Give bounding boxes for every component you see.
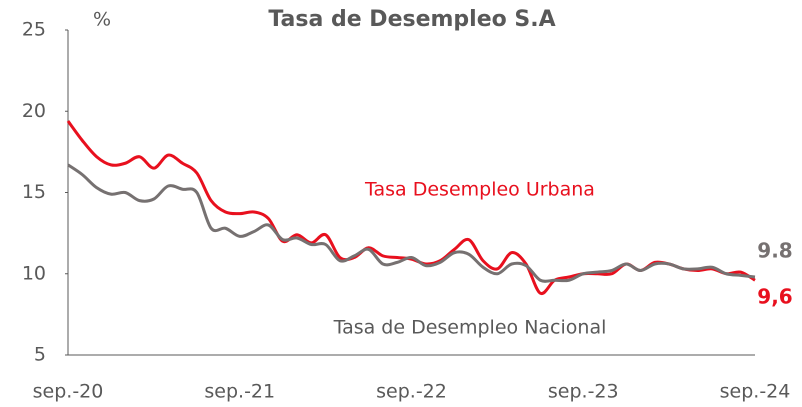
x-tick-label: sep.-24 — [720, 381, 791, 403]
series-label: Tasa Desempleo Urbana — [364, 179, 595, 201]
y-tick-label: 10 — [22, 262, 46, 284]
x-tick-label: sep.-23 — [548, 381, 619, 403]
y-axis-label: % — [93, 9, 111, 31]
y-tick-label: 25 — [22, 19, 46, 41]
end-value-label: 9,6 — [757, 285, 792, 309]
y-tick-label: 5 — [34, 344, 46, 366]
x-tick-label: sep.-22 — [376, 381, 447, 403]
chart-title: Tasa de Desempleo S.A — [268, 7, 555, 32]
end-value-label: 9.8 — [757, 239, 792, 263]
x-tick-label: sep.-20 — [33, 381, 104, 403]
series-label: Tasa de Desempleo Nacional — [333, 317, 607, 339]
y-tick-label: 20 — [22, 100, 46, 122]
line-series — [66, 120, 756, 296]
line-series — [67, 163, 756, 283]
x-tick-label: sep.-21 — [204, 381, 275, 403]
y-tick-label: 15 — [22, 181, 46, 203]
